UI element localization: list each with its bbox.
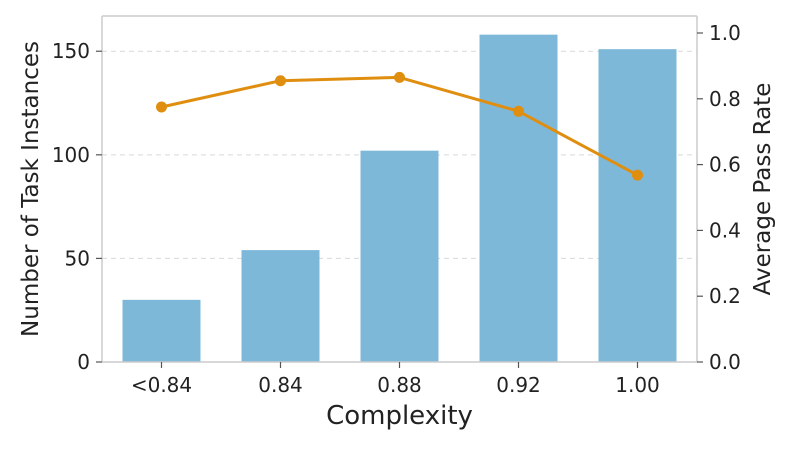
- right-y-tick-labels: 0.0 0.2 0.4 0.6 0.8 1.0: [709, 21, 741, 374]
- x-tick-label: 0.92: [496, 373, 541, 397]
- left-tick-label: 150: [52, 39, 90, 63]
- x-tick-label: 1.00: [615, 373, 660, 397]
- right-tick-label: 0.0: [709, 350, 741, 374]
- line-series: [156, 71, 643, 181]
- left-y-tick-labels: 0 50 100 150: [52, 39, 90, 374]
- bar: [241, 250, 320, 362]
- right-tick-label: 0.4: [709, 218, 741, 242]
- line-point: [275, 75, 286, 87]
- bar: [122, 299, 201, 362]
- right-tick-label: 0.6: [709, 153, 741, 177]
- bar-series: [122, 34, 677, 363]
- left-tick-label: 0: [77, 350, 90, 374]
- left-tick-label: 100: [52, 143, 90, 167]
- axes: [96, 15, 703, 368]
- x-tick-label: <0.84: [131, 373, 192, 397]
- bar: [360, 150, 439, 362]
- right-tick-label: 1.0: [709, 21, 741, 45]
- x-tick-label: 0.88: [377, 373, 422, 397]
- right-y-axis-title: Average Pass Rate: [750, 83, 776, 296]
- left-y-axis-title: Number of Task Instances: [18, 41, 44, 337]
- line-point: [632, 169, 643, 181]
- bar: [479, 34, 558, 363]
- line-point: [513, 105, 524, 117]
- right-tick-label: 0.2: [709, 284, 741, 308]
- bar: [598, 49, 677, 363]
- line-point: [156, 101, 167, 113]
- x-tick-labels: <0.84 0.84 0.88 0.92 1.00: [131, 373, 660, 397]
- left-tick-label: 50: [65, 246, 90, 270]
- right-tick-label: 0.8: [709, 87, 741, 111]
- x-tick-label: 0.84: [258, 373, 303, 397]
- x-axis-title: Complexity: [326, 401, 473, 431]
- line-point: [394, 71, 405, 83]
